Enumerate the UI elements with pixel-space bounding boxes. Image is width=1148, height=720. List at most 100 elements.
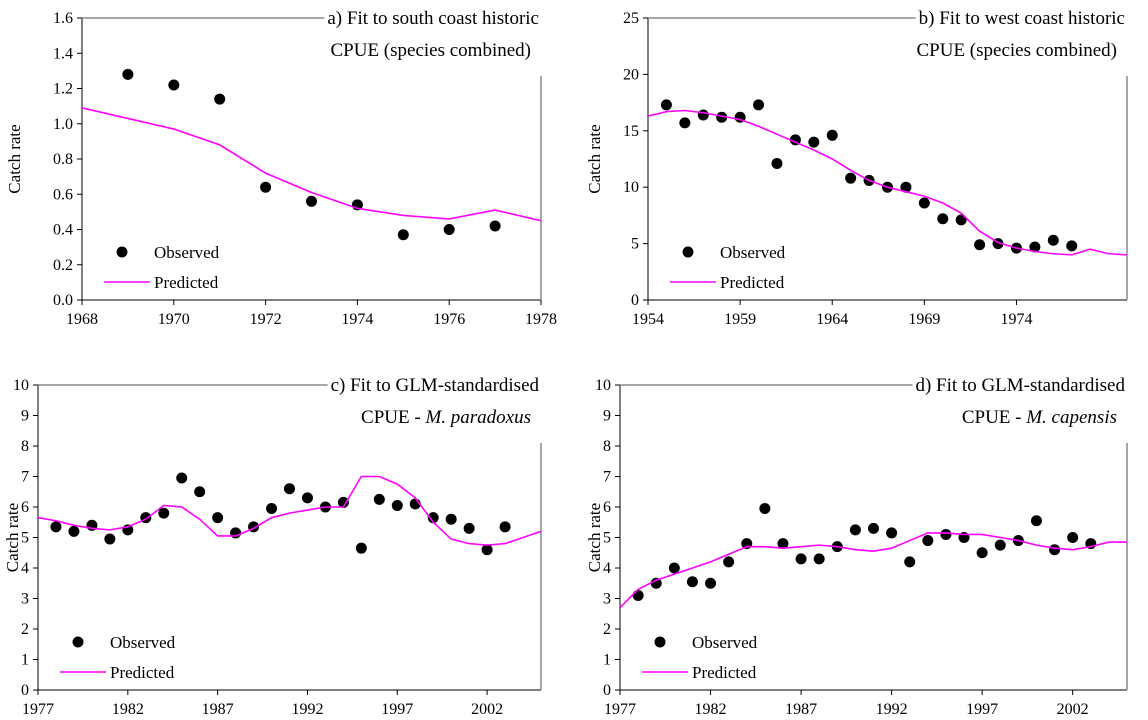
y-axis-label: Catch rate	[585, 124, 604, 193]
observed-point	[777, 538, 789, 550]
y-tick-label: 20	[623, 66, 639, 83]
y-tick-label: 1.0	[53, 116, 73, 133]
legend-marker	[682, 246, 694, 258]
y-tick-label: 1	[603, 652, 611, 669]
legend-marker	[654, 636, 666, 648]
legend-label: Observed	[154, 243, 220, 262]
y-tick-label: 1.6	[53, 10, 73, 27]
panel: 0 5 10 15 20 25 1954 1959 1964 1969 1974 Catch rate…	[585, 8, 1128, 328]
observed-point	[1029, 241, 1041, 253]
observed-point	[337, 496, 349, 508]
x-tick-label: 1974	[1000, 311, 1032, 328]
panel: 0 1 2 3 4 5 6 7 8 9 10 1977 1982 1987 1992 1997 2002 Catc…	[585, 375, 1128, 718]
observed-point	[686, 576, 698, 588]
title-line: a) Fit to south coast historic	[327, 8, 539, 29]
y-tick-label: 5	[21, 530, 29, 547]
title-line: b) Fit to west coast historic	[919, 8, 1125, 29]
observed-point	[489, 220, 501, 232]
y-tick-label: 7	[21, 469, 29, 486]
x-tick-label: 1970	[158, 311, 190, 328]
observed-point	[753, 99, 765, 111]
panel: 0 1 2 3 4 5 6 7 8 9 10 1977 1982 1987 1992 1997 2002 Catc…	[3, 375, 542, 718]
observed-point	[50, 521, 62, 533]
observed-point	[427, 512, 439, 524]
x-tick-label: 1978	[525, 311, 557, 328]
x-tick-label: 1959	[724, 311, 756, 328]
y-tick-label: 9	[603, 408, 611, 425]
legend-label: Observed	[692, 633, 758, 652]
x-tick-label: 1972	[250, 311, 282, 328]
x-tick-label: 1974	[341, 311, 373, 328]
predicted-line	[38, 475, 541, 546]
observed-point	[397, 229, 409, 241]
observed-point	[650, 577, 662, 589]
y-tick-label: 5	[603, 530, 611, 547]
observed-point	[1066, 240, 1078, 252]
legend-marker	[116, 246, 128, 258]
observed-point	[668, 562, 680, 574]
y-tick-label: 25	[623, 10, 639, 27]
observed-point	[499, 521, 511, 533]
observed-point	[284, 483, 295, 495]
observed-point	[868, 522, 879, 534]
observed-point	[660, 99, 672, 111]
observed-point	[632, 589, 644, 601]
observed-point	[826, 129, 838, 141]
observed-point	[976, 547, 988, 559]
y-tick-label: 8	[603, 438, 611, 455]
observed-point	[176, 472, 188, 484]
observed-point	[1030, 515, 1042, 527]
predicted-line	[620, 532, 1127, 609]
x-tick-label: 1976	[433, 311, 465, 328]
observed-point	[955, 214, 967, 226]
observed-point	[795, 553, 807, 565]
title-text: CPUE -	[361, 407, 425, 428]
y-tick-label: 7	[603, 469, 611, 486]
title-line: CPUE - M. capensis	[962, 407, 1117, 428]
x-tick-label: 1969	[908, 311, 940, 328]
y-axis-label: Catch rate	[3, 503, 22, 572]
y-tick-label: 5	[631, 236, 639, 253]
y-tick-label: 4	[21, 560, 29, 577]
y-tick-label: 0.2	[53, 257, 73, 274]
x-tick-label: 1997	[966, 701, 998, 718]
observed-point	[212, 512, 224, 524]
title-line: CPUE (species combined)	[330, 40, 531, 61]
title-line: d) Fit to GLM-standardised	[915, 375, 1125, 396]
y-tick-label: 10	[623, 179, 639, 196]
observed-point	[355, 542, 367, 554]
observed-point	[705, 577, 717, 589]
observed-point	[391, 499, 403, 511]
y-tick-label: 0	[21, 682, 29, 699]
observed-point	[759, 503, 771, 515]
observed-point	[813, 553, 825, 565]
y-tick-label: 1	[21, 652, 29, 669]
predicted-line	[82, 107, 541, 222]
observed-point	[918, 197, 930, 209]
observed-point	[922, 535, 934, 547]
x-tick-label: 1997	[381, 701, 413, 718]
y-tick-label: 1.4	[53, 45, 73, 62]
y-tick-label: 10	[595, 377, 611, 394]
title-text: CPUE (species combined)	[916, 40, 1117, 61]
observed-point	[900, 181, 912, 193]
observed-point	[849, 524, 861, 536]
x-tick-label: 1954	[632, 311, 664, 328]
observed-point	[974, 239, 986, 251]
x-tick-label: 2002	[1057, 701, 1089, 718]
observed-point	[994, 539, 1006, 551]
observed-point	[1047, 234, 1059, 246]
x-tick-label: 1977	[604, 701, 636, 718]
observed-point	[104, 533, 116, 545]
y-tick-label: 9	[21, 408, 29, 425]
x-tick-label: 1987	[202, 701, 234, 718]
panel: 0.0 0.2 0.4 0.6 0.8 1.0 1.2 1.4 1.6 1968 1970 1972 1…	[5, 8, 557, 328]
observed-point	[194, 486, 206, 498]
observed-point	[463, 522, 475, 534]
y-tick-label: 0	[631, 292, 639, 309]
observed-point	[481, 544, 493, 556]
y-tick-label: 0.0	[53, 292, 73, 309]
observed-point	[771, 158, 783, 170]
x-tick-label: 1982	[695, 701, 727, 718]
